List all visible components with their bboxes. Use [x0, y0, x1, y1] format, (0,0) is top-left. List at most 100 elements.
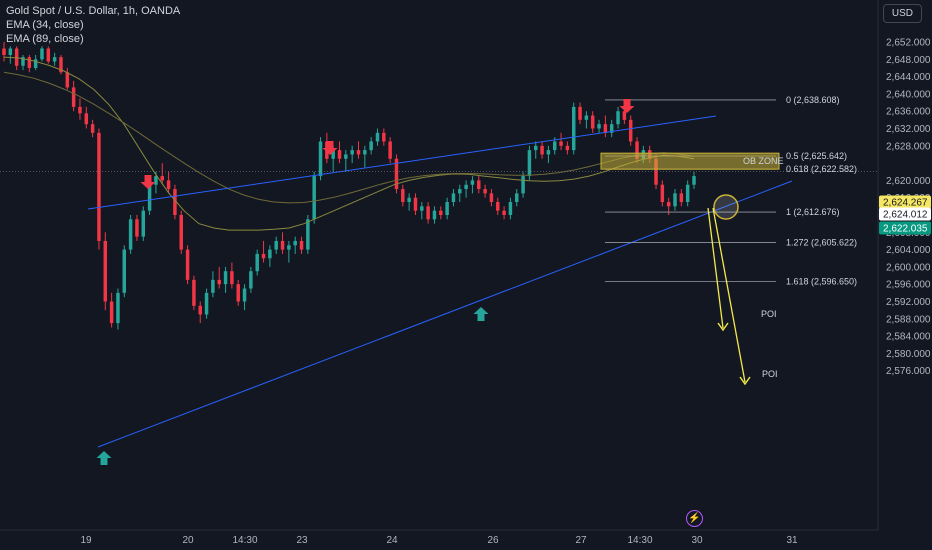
- candle-body: [21, 57, 25, 66]
- candle-body: [628, 119, 633, 142]
- candle-body: [261, 253, 266, 259]
- ob-zone-circle: [713, 194, 739, 220]
- candle-body: [97, 132, 101, 241]
- candle-body: [590, 115, 595, 129]
- candle-body: [432, 210, 437, 220]
- candle-body: [223, 271, 228, 285]
- price-tick-label: 2,652.000: [886, 38, 931, 49]
- poi-label: POI: [762, 369, 778, 379]
- candle-body: [160, 176, 164, 181]
- candle-body: [59, 57, 63, 73]
- candle-body: [527, 150, 532, 177]
- projection-line-1: [707, 207, 724, 329]
- buy-arrow-icon: [96, 451, 112, 465]
- price-tick-label: 2,576.000: [886, 366, 931, 377]
- candle-body: [616, 111, 620, 125]
- candle-body: [65, 72, 70, 88]
- candle-body: [692, 176, 696, 185]
- candle-body: [464, 184, 468, 190]
- candle-body: [559, 141, 563, 146]
- candle-body: [458, 189, 462, 194]
- candle-body: [242, 288, 247, 302]
- fib-level-label: 0.5 (2,625.642): [786, 151, 847, 161]
- time-tick-label: 14:30: [232, 535, 257, 546]
- candle-body: [230, 271, 234, 285]
- candle-body: [40, 48, 44, 60]
- candle-body: [635, 141, 639, 159]
- candle-body: [331, 150, 335, 159]
- candle-body: [508, 202, 513, 215]
- price-tick-label: 2,628.000: [886, 141, 931, 152]
- candle-body: [502, 210, 506, 215]
- ob-zone-box: [600, 152, 780, 170]
- candle-body: [128, 219, 133, 250]
- upper-trendline: [87, 115, 717, 210]
- price-label-bg: [879, 221, 931, 235]
- candle-body: [122, 249, 127, 293]
- lightning-icon[interactable]: ⚡: [686, 510, 703, 527]
- candle-body: [71, 87, 76, 107]
- candle-body: [534, 145, 538, 151]
- candle-body: [578, 106, 582, 120]
- lower-trendline: [97, 180, 793, 448]
- candle-body: [179, 215, 183, 250]
- candle-body: [135, 219, 139, 237]
- candle-body: [27, 57, 32, 68]
- sell-arrow-icon: [322, 141, 338, 155]
- candle-body: [552, 141, 557, 151]
- candle-body: [249, 271, 253, 289]
- candle-body: [382, 132, 386, 142]
- candle-body: [33, 59, 38, 68]
- candle-body: [268, 249, 272, 259]
- price-label: 2,624.012: [883, 210, 928, 221]
- candle-body: [14, 48, 19, 66]
- candle-body: [363, 150, 367, 155]
- candle-body: [318, 141, 323, 177]
- price-label: 2,624.267: [883, 198, 928, 209]
- candle-body: [609, 124, 614, 133]
- candle-body: [654, 158, 658, 185]
- candle-body: [451, 193, 456, 203]
- ob-zone-label: OB ZONE: [743, 156, 784, 166]
- candle-body: [445, 202, 449, 215]
- candle-body: [103, 240, 108, 302]
- candle-body: [483, 189, 487, 194]
- candle-body: [477, 180, 481, 190]
- time-tick-label: 14:30: [627, 535, 652, 546]
- candle-body: [571, 106, 576, 151]
- candle-body: [116, 292, 120, 324]
- candle-body: [426, 206, 430, 220]
- fib-level-label: 0.618 (2,622.582): [786, 164, 857, 174]
- sell-arrow-icon: [140, 175, 156, 189]
- buy-arrow-icon: [473, 307, 489, 321]
- price-tick-label: 2,636.000: [886, 107, 931, 118]
- candle-body: [274, 240, 278, 250]
- candle-body: [192, 279, 196, 306]
- price-tick-label: 2,584.000: [886, 332, 931, 343]
- candle-body: [90, 124, 95, 133]
- candle-body: [46, 48, 51, 62]
- price-tick-label: 2,632.000: [886, 124, 931, 135]
- candle-body: [52, 57, 57, 62]
- candle-body: [337, 150, 342, 159]
- price-tick-label: 2,596.000: [886, 280, 931, 291]
- candle-body: [597, 124, 601, 129]
- price-tick-label: 2,592.000: [886, 297, 931, 308]
- candle-body: [679, 193, 684, 203]
- candle-body: [515, 193, 519, 203]
- candle-body: [211, 279, 215, 293]
- time-tick-label: 31: [786, 535, 798, 546]
- candle-body: [84, 113, 89, 125]
- candle-body: [413, 197, 418, 211]
- candle-body: [565, 145, 570, 151]
- currency-button[interactable]: USD: [882, 4, 922, 23]
- candle-body: [350, 150, 354, 155]
- candle-body: [369, 141, 373, 151]
- time-tick-label: 20: [182, 535, 194, 546]
- candle-body: [299, 240, 304, 250]
- fib-level-label: 1.272 (2,605.622): [786, 238, 857, 248]
- candle-body: [666, 202, 671, 207]
- candle-body: [255, 253, 259, 272]
- candle-body: [204, 292, 209, 315]
